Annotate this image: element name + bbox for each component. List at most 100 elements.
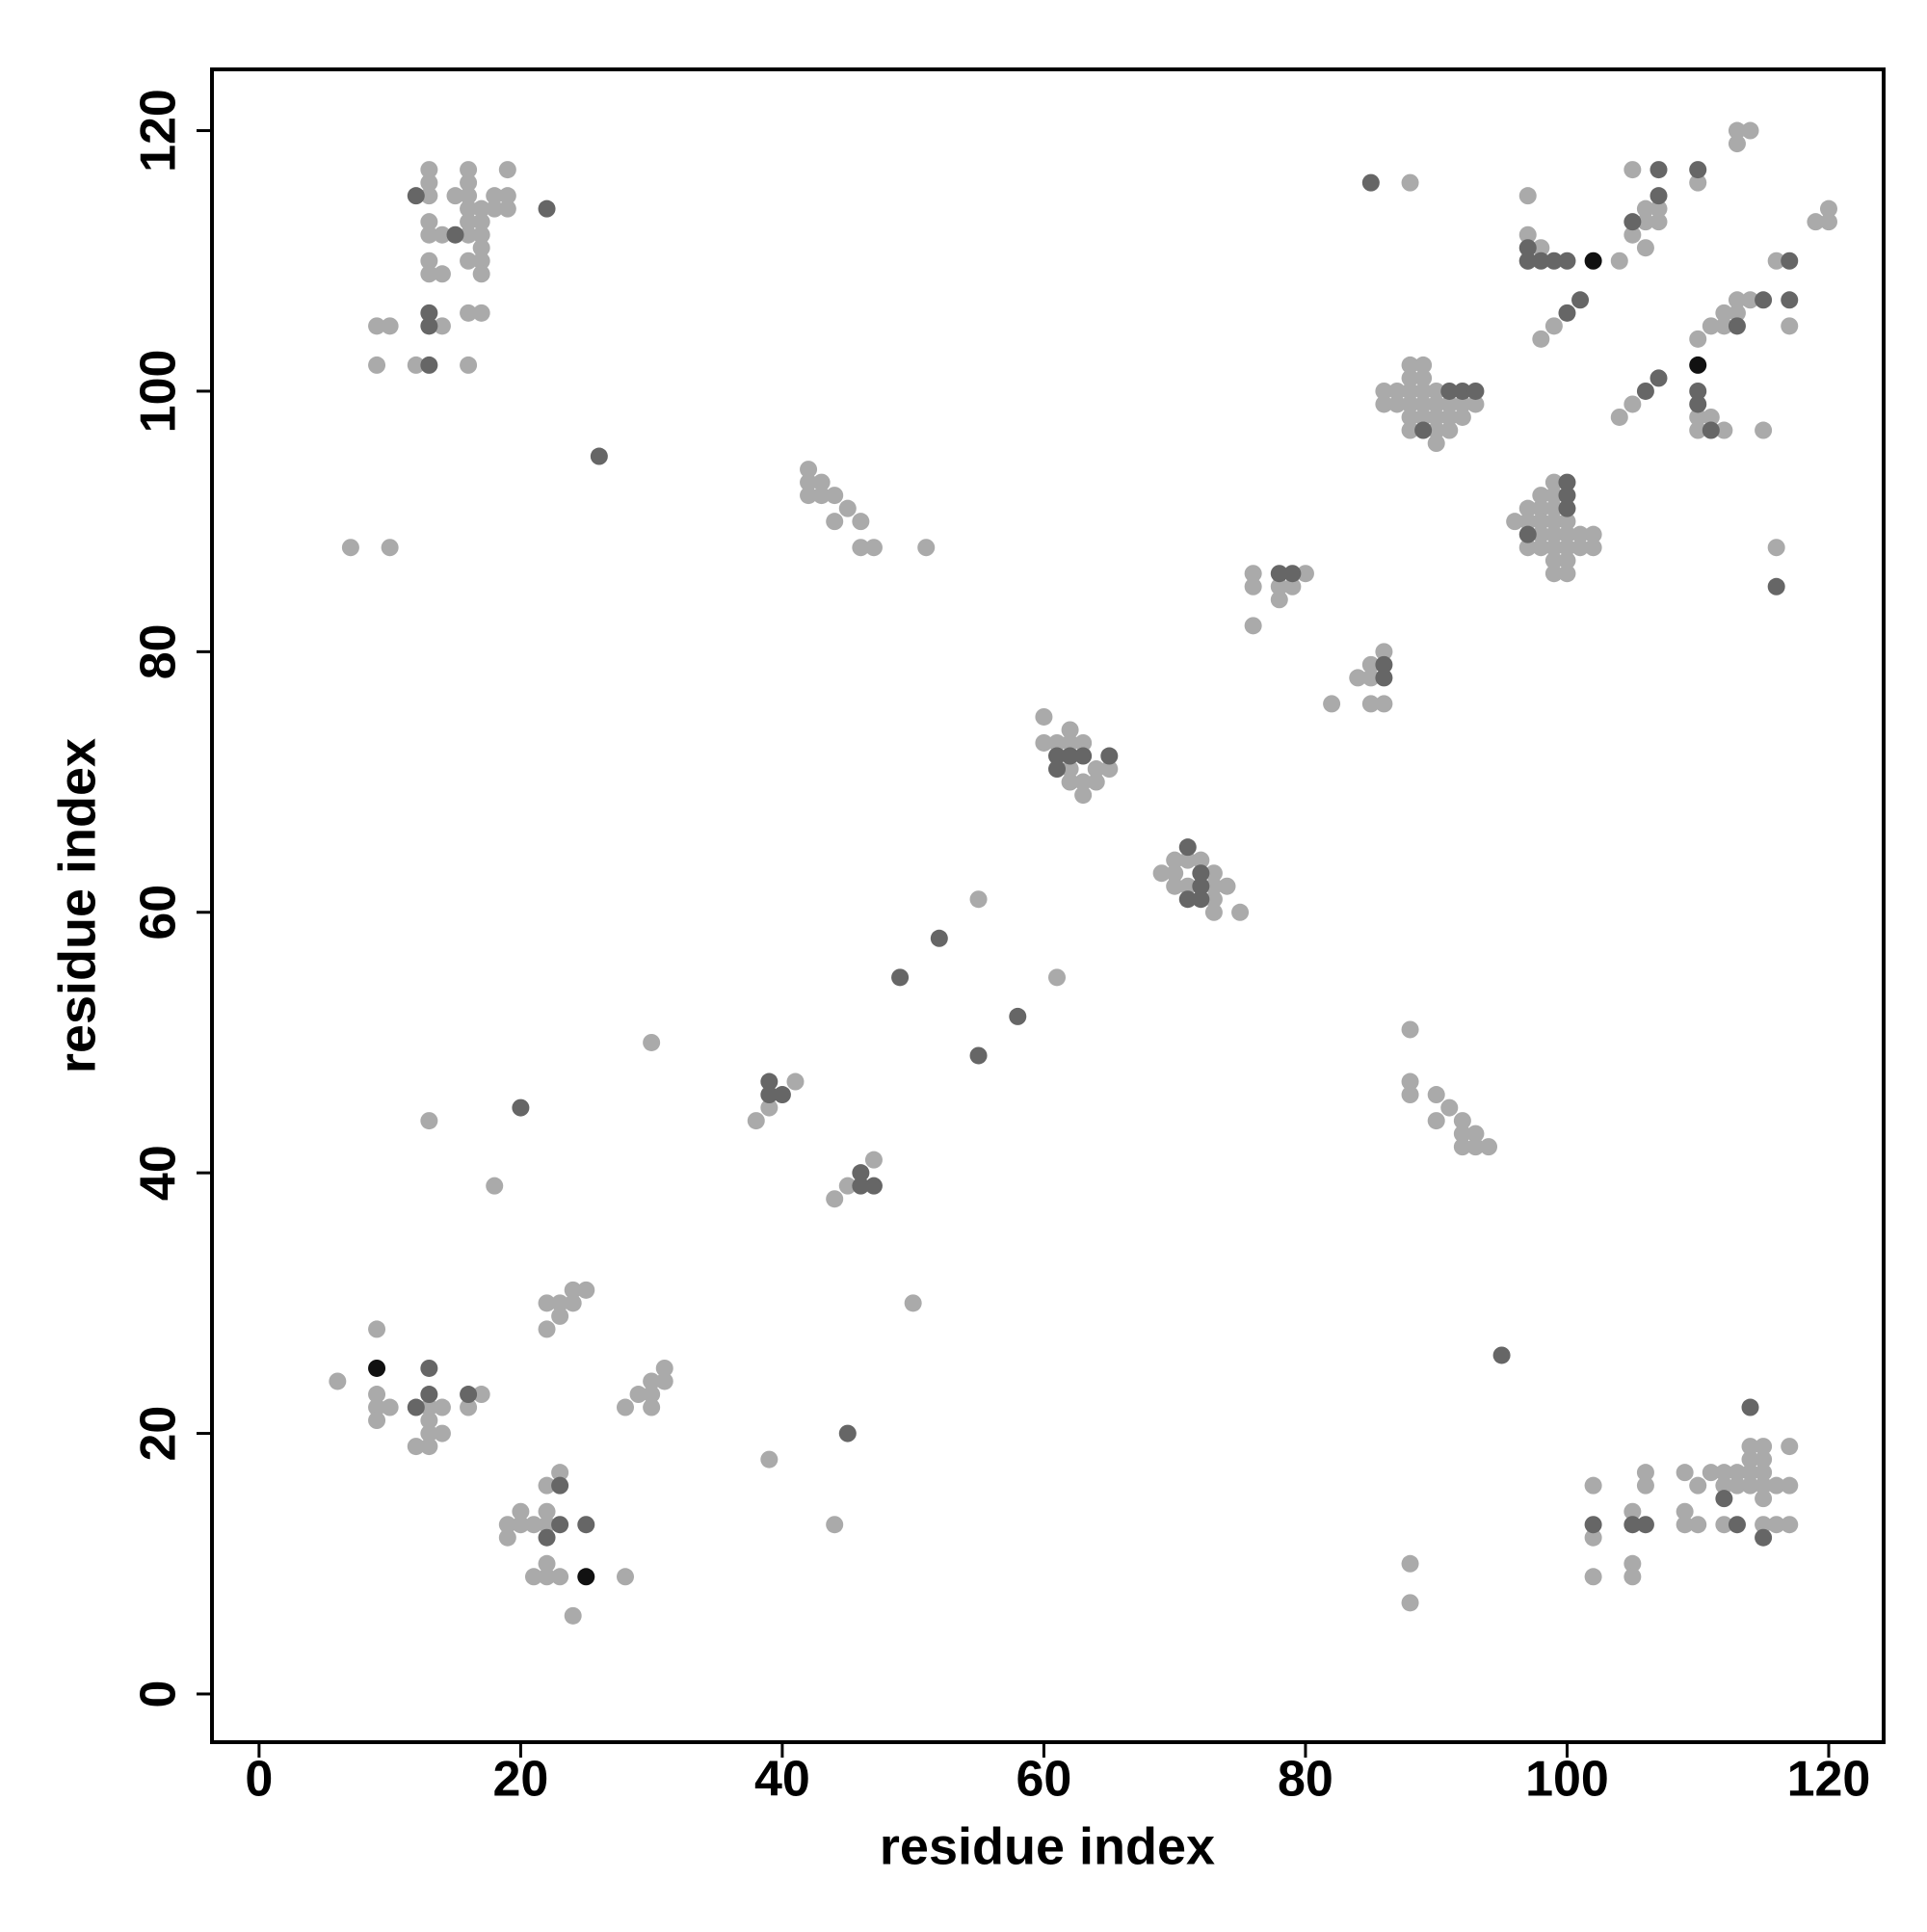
point — [1009, 1007, 1027, 1025]
point — [498, 161, 516, 179]
point — [538, 1320, 556, 1338]
point — [1401, 382, 1419, 400]
point — [1741, 291, 1759, 309]
point — [1689, 173, 1707, 192]
point — [1361, 173, 1380, 192]
point — [1061, 760, 1079, 779]
point — [1218, 877, 1236, 895]
point — [1074, 773, 1093, 791]
point — [1755, 1528, 1773, 1547]
point — [512, 1502, 530, 1521]
point — [838, 499, 857, 517]
point — [1755, 1516, 1773, 1534]
point — [1178, 890, 1197, 909]
point — [1610, 251, 1628, 270]
point — [1728, 121, 1746, 140]
point — [1571, 525, 1590, 543]
point — [864, 1151, 883, 1169]
point — [1532, 239, 1550, 257]
point — [1584, 539, 1602, 557]
point — [538, 1502, 556, 1521]
point — [1715, 1476, 1733, 1495]
point — [1401, 369, 1419, 387]
point — [420, 1412, 438, 1430]
point — [1558, 565, 1576, 583]
point — [460, 161, 478, 179]
point — [1767, 1516, 1785, 1534]
point — [551, 1476, 569, 1495]
point — [904, 1294, 922, 1312]
point — [498, 187, 516, 205]
point — [1544, 473, 1563, 491]
point — [1767, 539, 1785, 557]
point — [1636, 382, 1654, 400]
point — [1270, 577, 1288, 595]
point — [1035, 707, 1053, 726]
point — [1623, 395, 1642, 413]
point — [1741, 1438, 1759, 1456]
point — [460, 251, 478, 270]
y-tick-label: 20 — [131, 1406, 187, 1462]
point — [1518, 187, 1537, 205]
point — [643, 1398, 661, 1416]
point — [1178, 838, 1197, 857]
point — [1401, 1086, 1419, 1104]
point — [1636, 1476, 1654, 1495]
point — [420, 187, 438, 205]
point — [1401, 1594, 1419, 1612]
point — [460, 213, 478, 231]
point — [1819, 199, 1837, 218]
point — [1178, 877, 1197, 895]
point — [1401, 395, 1419, 413]
point — [1192, 890, 1210, 909]
point — [1544, 539, 1563, 557]
point — [852, 539, 870, 557]
point — [616, 1568, 634, 1586]
point — [524, 1516, 542, 1534]
x-tick-label: 60 — [1016, 1752, 1072, 1808]
point — [1558, 525, 1576, 543]
point — [864, 1177, 883, 1195]
point — [1061, 747, 1079, 765]
point — [1427, 395, 1445, 413]
point — [524, 1568, 542, 1586]
point — [1414, 382, 1433, 400]
point — [1244, 577, 1262, 595]
point — [538, 1568, 556, 1586]
point — [1427, 435, 1445, 453]
point — [368, 1320, 386, 1338]
point — [1650, 369, 1668, 387]
y-tick-label: 100 — [131, 350, 187, 434]
point — [1532, 251, 1550, 270]
point — [1636, 239, 1654, 257]
point — [1427, 382, 1445, 400]
point — [1466, 382, 1485, 400]
point — [1387, 395, 1406, 413]
point — [420, 1386, 438, 1404]
point — [826, 487, 844, 505]
point — [1584, 1568, 1602, 1586]
point — [486, 187, 504, 205]
point — [1427, 408, 1445, 426]
point — [1453, 1138, 1471, 1156]
point — [1702, 421, 1720, 439]
point — [407, 1438, 425, 1456]
point — [420, 265, 438, 283]
point — [1492, 1346, 1511, 1364]
point — [1204, 903, 1223, 921]
point — [852, 1164, 870, 1182]
point — [1152, 864, 1171, 883]
point — [460, 304, 478, 322]
point — [1518, 251, 1537, 270]
point — [1427, 1086, 1445, 1104]
point — [1636, 213, 1654, 231]
point — [460, 1386, 478, 1404]
point — [1558, 473, 1576, 491]
point — [1650, 213, 1668, 231]
point — [512, 1516, 530, 1534]
point — [420, 356, 438, 374]
point — [460, 1398, 478, 1416]
point — [1349, 669, 1367, 687]
point — [1401, 421, 1419, 439]
